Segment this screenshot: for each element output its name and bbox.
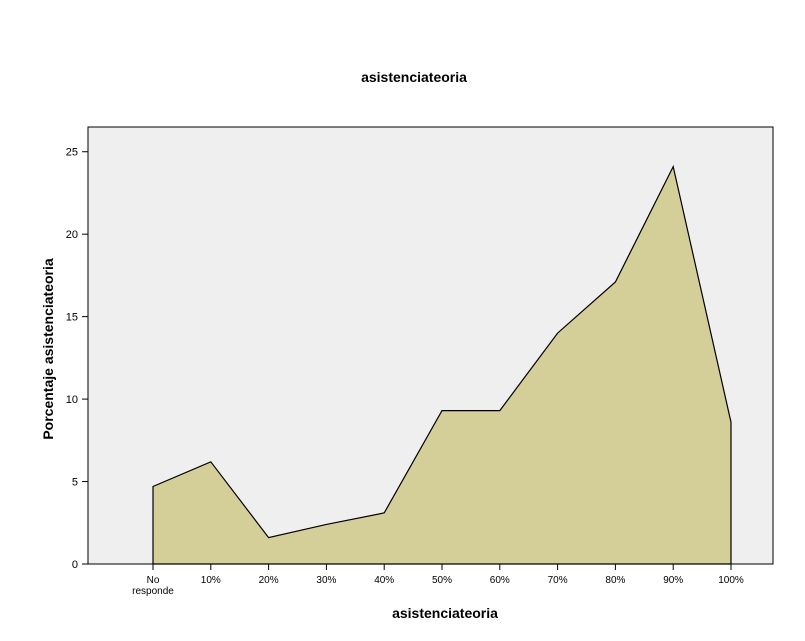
x-tick-label: 40% bbox=[374, 575, 394, 586]
y-tick-label: 0 bbox=[72, 559, 78, 571]
chart-title: asistenciateoria bbox=[361, 69, 467, 85]
x-axis-label: asistenciateoria bbox=[392, 605, 498, 621]
area-series bbox=[152, 164, 732, 565]
y-tick-label: 20 bbox=[66, 229, 78, 241]
y-tick-label: 5 bbox=[72, 477, 78, 489]
y-axis-label: Porcentaje asistenciateoria bbox=[40, 258, 56, 440]
x-axis: No responde 10% 20% 30% 40% 50% 60% 70% 80% 90% 100… bbox=[132, 564, 744, 597]
x-tick-label: 100% bbox=[718, 575, 744, 586]
x-tick-label: 50% bbox=[432, 575, 452, 586]
x-tick-label: 30% bbox=[316, 575, 336, 586]
x-tick-label: 90% bbox=[663, 575, 683, 586]
y-tick-label: 10 bbox=[66, 394, 78, 406]
y-tick-label: 15 bbox=[66, 312, 78, 324]
y-axis: 0 5 10 15 20 25 bbox=[66, 147, 88, 571]
area-layer bbox=[152, 164, 732, 565]
x-tick-label: No responde bbox=[132, 575, 174, 597]
x-tick-label: 60% bbox=[490, 575, 510, 586]
x-tick-label: 80% bbox=[605, 575, 625, 586]
y-tick-label: 25 bbox=[66, 147, 78, 159]
x-tick-label: 70% bbox=[548, 575, 568, 586]
x-tick-label: 10% bbox=[201, 575, 221, 586]
x-tick-label: 20% bbox=[259, 575, 279, 586]
